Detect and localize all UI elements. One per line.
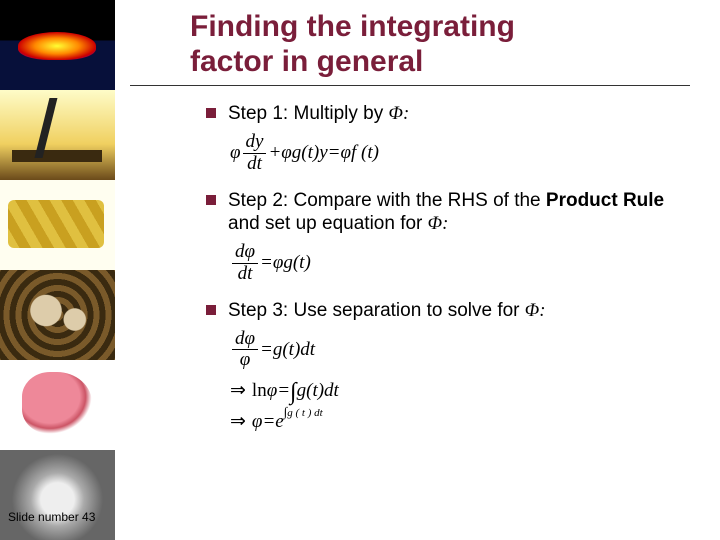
title-underline [130, 85, 690, 86]
slide-content: Finding the integrating factor in genera… [130, 10, 710, 453]
eq1-rhs: φf (t) [341, 142, 379, 164]
eq3b-phi: φ [267, 380, 278, 402]
eq1-eq: = [328, 142, 341, 164]
eq1-phi1: φ [230, 142, 241, 164]
eq1-frac: dy dt [243, 132, 267, 175]
eq3b-int: ∫ [290, 379, 297, 406]
title-line-1: Finding the integrating [190, 10, 515, 43]
equation-2: dφ dt = φg(t) [230, 242, 710, 285]
eq3c-exp-body: g ( t ) dt [287, 407, 322, 419]
eq3a-frac: dφ φ [232, 329, 258, 372]
bullet-text-3: Step 3: Use separation to solve for Φ: [228, 299, 546, 323]
sidebar-image-thermal [0, 0, 115, 90]
eq3b-line: ⇒ ln φ = ∫ g(t)dt [230, 377, 339, 404]
eq3b-ln: ln [252, 380, 267, 402]
eq3c-phi: φ [252, 411, 263, 433]
eq3a-rhs: g(t)dt [273, 339, 315, 361]
eq3c-e: e [275, 411, 283, 433]
step1-phi: Φ [389, 103, 403, 124]
eq3a-eq: = [260, 339, 273, 361]
sidebar-image-gold-bars [0, 180, 115, 270]
eq3c-imply: ⇒ [230, 410, 246, 433]
sidebar-image-strip [0, 0, 115, 540]
bullet-icon [206, 108, 216, 118]
eq3a-line: dφ φ = g(t)dt [230, 329, 315, 372]
bullet-step-2: Step 2: Compare with the RHS of the Prod… [206, 189, 710, 237]
slide-number: Slide number 43 [8, 510, 95, 524]
eq2-eq: = [260, 252, 273, 274]
eq2-den: dt [235, 264, 256, 285]
bullet-text-2: Step 2: Compare with the RHS of the Prod… [228, 189, 688, 237]
step2-mid: and set up equation for [228, 213, 428, 234]
bullet-step-3: Step 3: Use separation to solve for Φ: [206, 299, 710, 323]
eq2-rhs: φg(t) [273, 252, 311, 274]
eq2-num: dφ [232, 242, 258, 263]
eq3c-line: ⇒ φ = e ∫g ( t ) dt [230, 410, 323, 433]
eq3a-den: φ [237, 350, 254, 371]
slide-title: Finding the integrating factor in genera… [190, 10, 710, 79]
step2-phi: Φ [428, 213, 442, 234]
bullet-icon [206, 195, 216, 205]
eq1-num: dy [243, 132, 267, 153]
eq3b-eq: = [277, 380, 290, 402]
sidebar-image-organ [0, 360, 115, 450]
step3-post: : [539, 300, 545, 321]
equation-1: φ dy dt + φ g(t)y = φf (t) [230, 132, 710, 175]
eq3c-exp: ∫g ( t ) dt [284, 404, 323, 420]
step3-pre: Step 3: Use separation to solve for [228, 300, 525, 321]
step2-bold: Product Rule [546, 190, 664, 211]
title-line-2: factor in general [190, 45, 423, 78]
sidebar-image-satellite [0, 450, 115, 540]
bullet-text-1: Step 1: Multiply by Φ: [228, 102, 409, 126]
bullet-step-1: Step 1: Multiply by Φ: [206, 102, 710, 126]
sidebar-image-leopard [0, 270, 115, 360]
bullet-icon [206, 305, 216, 315]
eq3c-eq: = [262, 411, 275, 433]
step3-phi: Φ [525, 300, 539, 321]
eq3b-imply: ⇒ [230, 379, 246, 402]
eq1-g: g(t)y [292, 142, 328, 164]
eq1-den: dt [244, 154, 265, 175]
eq1-phi2: φ [281, 142, 292, 164]
step2-pre: Step 2: Compare with the RHS of the [228, 190, 546, 211]
sidebar-image-oil-pump [0, 90, 115, 180]
equation-3a: dφ φ = g(t)dt ⇒ ln φ = ∫ g(t)dt ⇒ φ = e … [230, 329, 710, 440]
step1-pre: Step 1: Multiply by [228, 103, 389, 124]
eq2-frac: dφ dt [232, 242, 258, 285]
eq1-plus: + [268, 142, 281, 164]
step2-post: : [442, 213, 448, 234]
eq3a-num: dφ [232, 329, 258, 350]
eq3b-rhs: g(t)dt [297, 380, 339, 402]
step1-post: : [403, 103, 409, 124]
